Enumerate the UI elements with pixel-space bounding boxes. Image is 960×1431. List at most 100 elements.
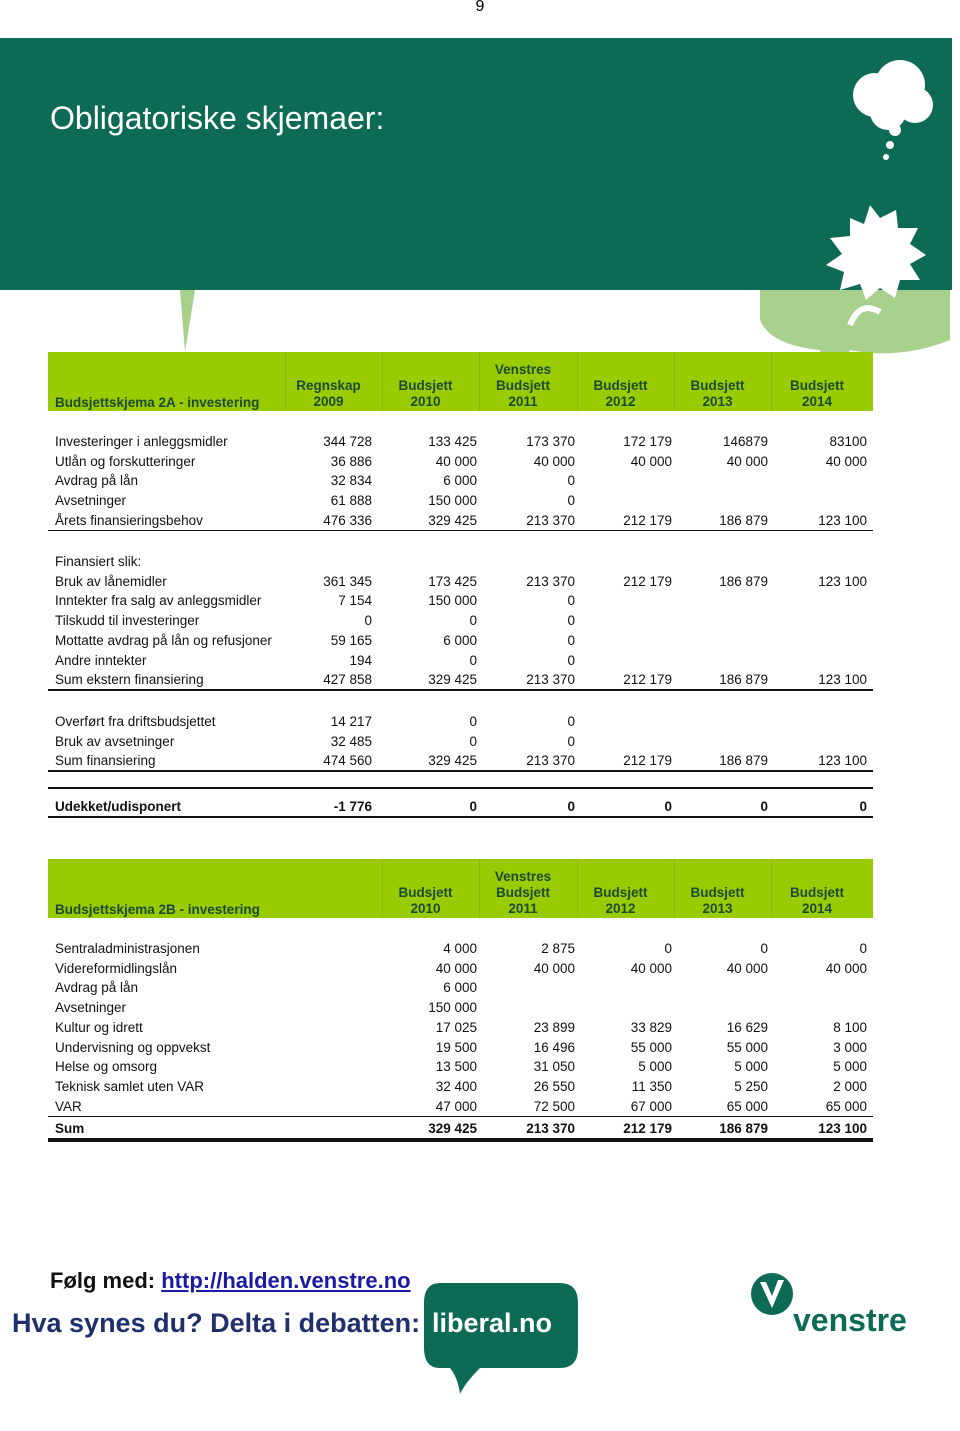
rule	[48, 1140, 873, 1142]
cell-value: 476 336	[323, 512, 372, 528]
cell-value: 150 000	[428, 1000, 477, 1016]
rule	[48, 816, 873, 818]
header-separator	[285, 352, 286, 411]
cell-value: 186 879	[719, 573, 768, 589]
cell-value: 0	[567, 613, 575, 629]
column-header: 2012	[605, 394, 636, 409]
cell-value: 32 485	[330, 733, 372, 749]
cell-value: 16 629	[726, 1019, 768, 1035]
row-label: Udekket/udisponert	[55, 799, 182, 814]
cell-value: 7 154	[338, 593, 372, 609]
row-label: Sum	[55, 1121, 85, 1136]
cell-value: 173 370	[526, 434, 575, 449]
cell-value: 123 100	[818, 672, 867, 688]
table-title: Budsjettskjema 2B - investering	[55, 902, 260, 917]
cell-value: 186 879	[719, 672, 768, 688]
column-header: 2010	[410, 394, 441, 409]
follow: Følg med: http://halden.venstre.no	[50, 1268, 411, 1294]
cell-value: 32 400	[435, 1078, 477, 1094]
cell-value: -1 776	[333, 799, 372, 814]
cell-value: 36 886	[330, 453, 372, 469]
cell-value: 0	[567, 632, 575, 648]
cell-value: 0	[760, 799, 768, 814]
cell-value: 33 829	[630, 1019, 672, 1035]
cell-value: 213 370	[526, 1121, 575, 1136]
row-label: Avdrag på lån	[55, 473, 139, 489]
cell-value: 0	[469, 714, 477, 729]
column-header: 2009	[313, 394, 344, 409]
cell-value: 329 425	[428, 753, 477, 769]
cell-value: 5 000	[833, 1059, 867, 1075]
column-header: 2010	[410, 901, 441, 916]
row-label: Investeringer i anleggsmidler	[55, 434, 228, 449]
row-label: Årets finansieringsbehov	[55, 512, 203, 528]
cell-value: 0	[567, 493, 575, 509]
cell-value: 212 179	[623, 573, 672, 589]
column-header: Budsjett	[690, 378, 745, 393]
cell-value: 186 879	[719, 512, 768, 528]
rule	[48, 1115, 873, 1118]
header-separator	[382, 352, 383, 411]
cell-value: 40 000	[630, 453, 672, 469]
row-label: Sum ekstern finansiering	[55, 672, 204, 688]
row-label: Helse og omsorg	[55, 1059, 158, 1075]
cell-value: 150 000	[428, 593, 477, 609]
cell-value: 0	[469, 799, 477, 814]
cell-value: 40 000	[533, 960, 575, 976]
column-header: 2014	[801, 901, 833, 916]
cell-value: 123 100	[818, 1121, 867, 1136]
row-label: Teknisk samlet uten VAR	[55, 1078, 205, 1094]
header-separator	[771, 859, 772, 918]
cell-value: 31 050	[533, 1059, 575, 1075]
row-label: Bruk av avsetninger	[55, 733, 175, 749]
rule	[48, 1138, 873, 1140]
follow-text: Følg med:	[50, 1268, 156, 1293]
cell-value: 5 000	[638, 1059, 672, 1075]
cell-value: 47 000	[435, 1098, 477, 1114]
header-separator	[577, 352, 578, 411]
column-header: Budsjett	[593, 885, 648, 900]
cell-value: 133 425	[428, 434, 477, 449]
table-header-band	[48, 352, 873, 411]
cell-value: 0	[859, 799, 867, 814]
cell-value: 0	[664, 941, 672, 956]
rule	[48, 529, 873, 532]
header-separator	[674, 352, 675, 411]
page-number: 9	[475, 0, 485, 15]
cell-value: 61 888	[330, 493, 372, 509]
row-label: Kultur og idrett	[55, 1019, 143, 1035]
cell-value: 213 370	[526, 573, 575, 589]
cell-value: 186 879	[719, 753, 768, 769]
cell-value: 40 000	[435, 960, 477, 976]
cell-value: 212 179	[623, 672, 672, 688]
cell-value: 194	[349, 652, 372, 668]
link[interactable]: http://halden.venstre.no	[161, 1268, 411, 1293]
cell-value: 0	[469, 613, 477, 629]
cell-value: 213 370	[526, 672, 575, 688]
cell-value: 40 000	[825, 453, 867, 469]
row-label: Inntekter fra salg av anleggsmidler	[55, 593, 262, 609]
row-label: VAR	[55, 1098, 82, 1114]
cell-value: 6 000	[443, 980, 477, 996]
row-label: Sum finansiering	[55, 753, 156, 769]
cell-value: 0	[664, 799, 672, 814]
header-separator	[674, 859, 675, 918]
cell-value: 0	[567, 799, 575, 814]
cell-value: 5 000	[734, 1059, 768, 1075]
cell-value: 14 217	[330, 714, 372, 729]
cell-value: 67 000	[630, 1098, 672, 1114]
cell-value: 0	[760, 941, 768, 956]
cell-value: 474 560	[323, 753, 372, 769]
cell-value: 2 000	[833, 1078, 867, 1094]
cell-value: 0	[567, 714, 575, 729]
column-header: 2012	[605, 901, 636, 916]
row-label: Sentraladministrasjonen	[55, 941, 200, 956]
cell-value: 83100	[829, 434, 867, 449]
row-label: Overført fra driftsbudsjettet	[55, 714, 216, 729]
column-header: Budsjett	[496, 378, 550, 393]
logo-mark	[751, 1273, 793, 1315]
table-title: Budsjettskjema 2A - investering	[55, 395, 260, 410]
cell-value: 40 000	[435, 453, 477, 469]
rule	[48, 689, 873, 691]
